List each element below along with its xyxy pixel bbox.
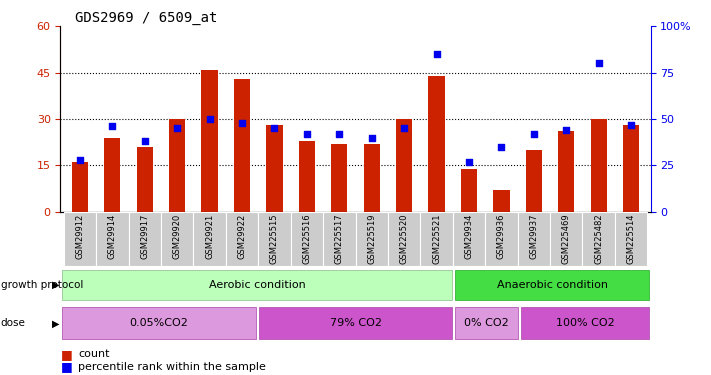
Point <box>139 138 151 144</box>
Text: 100% CO2: 100% CO2 <box>555 318 614 328</box>
Text: 79% CO2: 79% CO2 <box>329 318 382 328</box>
Bar <box>258 212 291 266</box>
Point <box>431 51 442 57</box>
Text: GSM225469: GSM225469 <box>562 213 571 264</box>
Bar <box>291 212 323 266</box>
Bar <box>62 308 255 339</box>
Bar <box>72 162 88 212</box>
Bar <box>161 212 193 266</box>
Bar <box>129 212 161 266</box>
Text: GDS2969 / 6509_at: GDS2969 / 6509_at <box>75 11 217 25</box>
Point <box>366 135 378 141</box>
Bar <box>226 212 258 266</box>
Text: GSM29920: GSM29920 <box>173 213 182 259</box>
Bar <box>461 169 477 212</box>
Text: ▶: ▶ <box>52 280 60 290</box>
Bar <box>193 212 226 266</box>
Point <box>269 125 280 131</box>
Text: GSM225521: GSM225521 <box>432 213 441 264</box>
Bar <box>456 270 649 300</box>
Point <box>464 159 475 165</box>
Point <box>74 157 85 163</box>
Text: GSM225516: GSM225516 <box>302 213 311 264</box>
Text: GSM225514: GSM225514 <box>626 213 636 264</box>
Point <box>496 144 507 150</box>
Bar <box>137 147 153 212</box>
Bar <box>363 144 380 212</box>
Text: GSM29917: GSM29917 <box>140 213 149 259</box>
Bar <box>591 119 606 212</box>
Bar <box>558 132 574 212</box>
Text: GSM29936: GSM29936 <box>497 213 506 259</box>
Point <box>301 131 313 137</box>
Bar <box>429 76 444 212</box>
Point <box>107 123 118 129</box>
Bar <box>521 308 649 339</box>
Point <box>236 120 247 126</box>
Bar <box>64 212 96 266</box>
Bar <box>169 119 186 212</box>
Bar <box>331 144 348 212</box>
Point <box>528 131 540 137</box>
Text: GSM225517: GSM225517 <box>335 213 344 264</box>
Bar <box>356 212 388 266</box>
Point <box>171 125 183 131</box>
Point <box>560 127 572 133</box>
Text: GSM29922: GSM29922 <box>237 213 247 259</box>
Bar <box>525 150 542 212</box>
Bar <box>456 308 518 339</box>
Text: ■: ■ <box>60 360 73 373</box>
Point <box>626 122 637 128</box>
Bar <box>105 138 120 212</box>
Text: count: count <box>78 350 109 359</box>
Point <box>593 60 604 66</box>
Text: GSM225482: GSM225482 <box>594 213 603 264</box>
Bar <box>388 212 420 266</box>
Bar <box>485 212 518 266</box>
Text: GSM225515: GSM225515 <box>270 213 279 264</box>
Bar <box>518 212 550 266</box>
Text: percentile rank within the sample: percentile rank within the sample <box>78 362 266 372</box>
Text: ■: ■ <box>60 348 73 361</box>
Bar <box>493 190 510 212</box>
Bar <box>323 212 356 266</box>
Bar <box>96 212 129 266</box>
Text: GSM225519: GSM225519 <box>367 213 376 264</box>
Bar <box>623 125 639 212</box>
Text: dose: dose <box>1 318 26 328</box>
Text: GSM29921: GSM29921 <box>205 213 214 259</box>
Point <box>398 125 410 131</box>
Bar <box>615 212 647 266</box>
Text: growth protocol: growth protocol <box>1 280 83 290</box>
Text: 0% CO2: 0% CO2 <box>464 318 509 328</box>
Point <box>204 116 215 122</box>
Bar <box>259 308 452 339</box>
Text: GSM29912: GSM29912 <box>75 213 85 259</box>
Text: GSM29937: GSM29937 <box>529 213 538 259</box>
Text: Anaerobic condition: Anaerobic condition <box>497 280 608 290</box>
Bar <box>396 119 412 212</box>
Text: 0.05%CO2: 0.05%CO2 <box>129 318 188 328</box>
Text: GSM29914: GSM29914 <box>108 213 117 259</box>
Bar <box>453 212 485 266</box>
Bar <box>201 70 218 212</box>
Text: Aerobic condition: Aerobic condition <box>209 280 306 290</box>
Bar <box>582 212 615 266</box>
Bar <box>62 270 452 300</box>
Point <box>333 131 345 137</box>
Text: ▶: ▶ <box>52 318 60 328</box>
Text: GSM225520: GSM225520 <box>400 213 409 264</box>
Bar <box>299 141 315 212</box>
Bar <box>550 212 582 266</box>
Bar <box>267 125 282 212</box>
Bar <box>420 212 453 266</box>
Bar <box>234 79 250 212</box>
Text: GSM29934: GSM29934 <box>464 213 474 259</box>
